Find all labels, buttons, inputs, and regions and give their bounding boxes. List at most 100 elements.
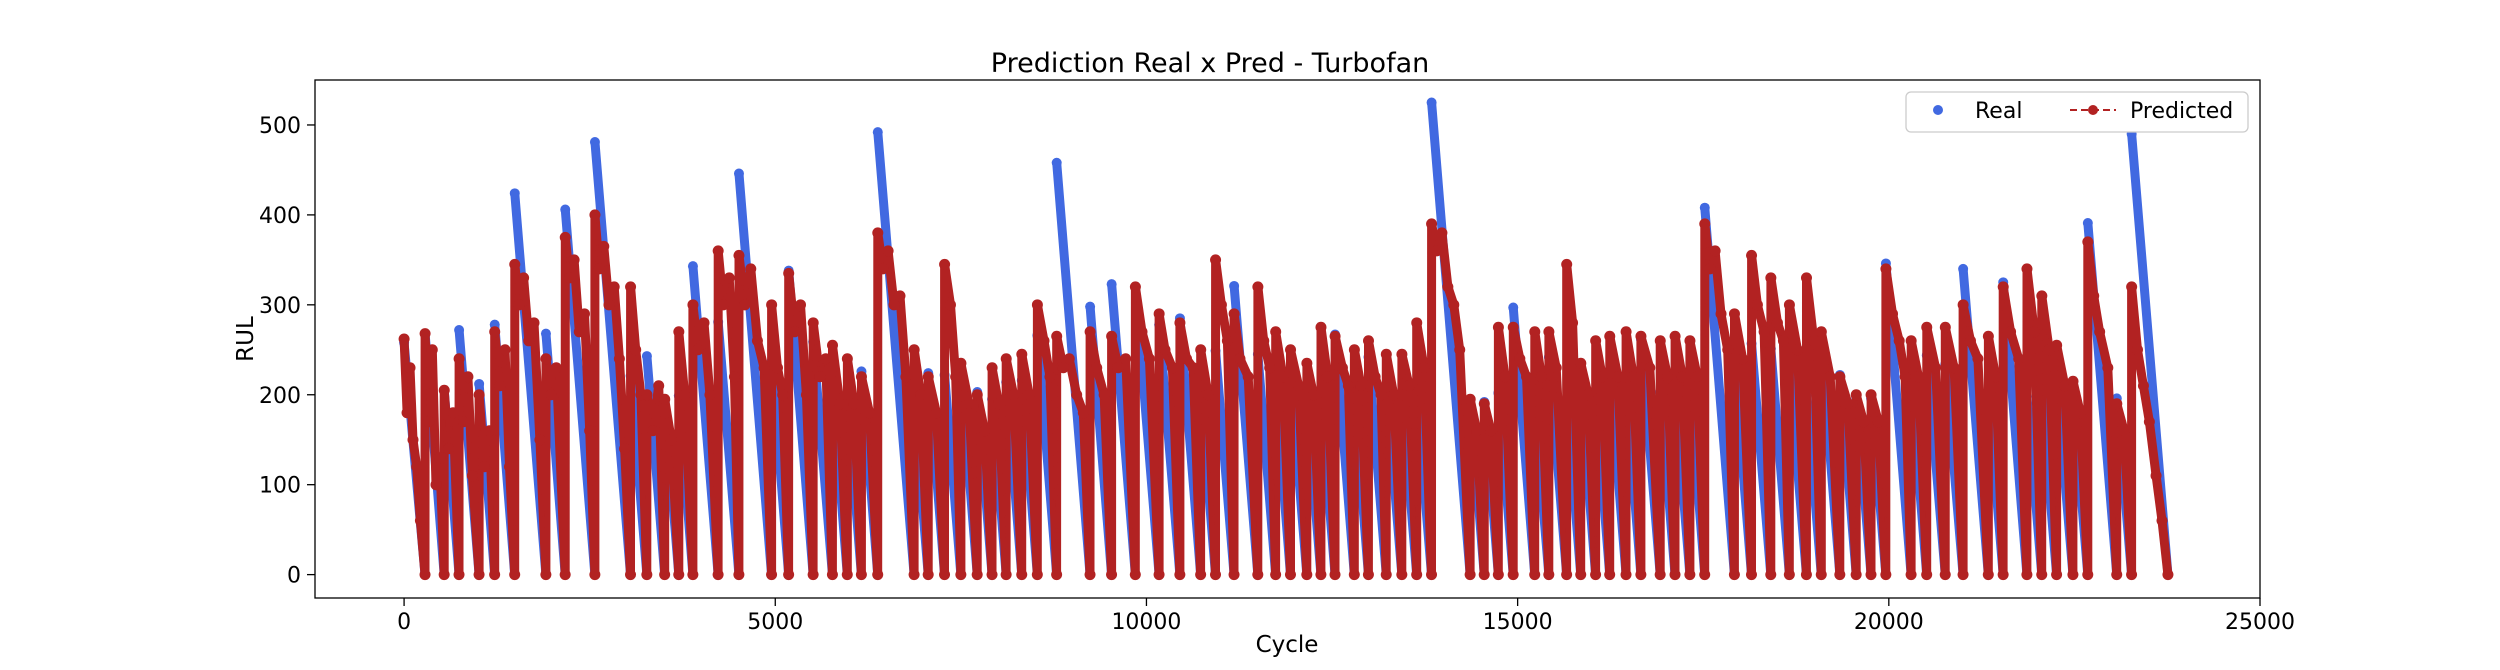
predicted-point xyxy=(589,569,601,581)
predicted-point xyxy=(1478,569,1490,581)
predicted-point xyxy=(2082,236,2094,248)
predicted-point xyxy=(1800,272,1812,284)
predicted-point xyxy=(1543,326,1555,338)
predicted-point xyxy=(1464,393,1476,405)
predicted-point xyxy=(971,389,983,401)
predicted-point xyxy=(745,263,757,275)
predicted-point xyxy=(1893,335,1905,347)
plot-frame xyxy=(314,79,2261,599)
predicted-point xyxy=(1362,335,1374,347)
predicted-point xyxy=(1051,569,1063,581)
predicted-point xyxy=(423,416,435,428)
predicted-point xyxy=(1728,569,1740,581)
predicted-point xyxy=(1431,245,1443,257)
predicted-point xyxy=(1448,299,1460,311)
predicted-point xyxy=(908,344,920,356)
predicted-point xyxy=(766,299,778,311)
predicted-point xyxy=(979,425,991,437)
predicted-point xyxy=(2111,569,2123,581)
predicted-point xyxy=(1454,344,1466,356)
predicted-point xyxy=(2143,416,2155,428)
predicted-point xyxy=(717,299,729,311)
predicted-point xyxy=(1051,330,1063,342)
predicted-point xyxy=(1783,569,1795,581)
predicted-point xyxy=(2082,569,2094,581)
legend-label-predicted: Predicted xyxy=(2130,99,2233,124)
predicted-point xyxy=(404,362,416,374)
predicted-point xyxy=(1485,425,1497,437)
predicted-point xyxy=(783,267,795,279)
predicted-point xyxy=(939,258,951,270)
predicted-point xyxy=(1315,321,1327,333)
predicted-point xyxy=(789,326,801,338)
predicted-point xyxy=(1098,389,1110,401)
predicted-point xyxy=(1921,569,1933,581)
predicted-point xyxy=(1221,335,1233,347)
predicted-point xyxy=(513,299,525,311)
predicted-point xyxy=(619,443,631,455)
predicted-point xyxy=(872,569,884,581)
predicted-point xyxy=(1800,569,1812,581)
legend-marker-predicted xyxy=(2088,105,2098,115)
predicted-point xyxy=(434,452,446,464)
predicted-point xyxy=(504,461,515,473)
predicted-point xyxy=(1758,326,1770,338)
predicted-point xyxy=(466,470,478,482)
real-point xyxy=(687,261,698,272)
predicted-point xyxy=(1669,330,1681,342)
predicted-point xyxy=(1939,569,1951,581)
predicted-point xyxy=(687,299,699,311)
predicted-point xyxy=(2067,569,2079,581)
predicted-point xyxy=(1464,569,1476,581)
predicted-point xyxy=(1777,335,1789,347)
predicted-point xyxy=(568,254,580,266)
real-point xyxy=(509,188,520,199)
predicted-point xyxy=(723,272,735,284)
y-tick-label: 200 xyxy=(259,384,301,409)
predicted-point xyxy=(1129,281,1141,293)
predicted-point xyxy=(807,569,819,581)
predicted-point xyxy=(826,569,838,581)
predicted-point xyxy=(1411,569,1423,581)
x-tick-label: 10000 xyxy=(1111,610,1181,635)
predicted-point xyxy=(457,416,469,428)
predicted-point xyxy=(820,353,832,365)
predicted-point xyxy=(698,317,710,329)
predicted-point xyxy=(1301,569,1313,581)
predicted-point xyxy=(1792,344,1804,356)
predicted-point xyxy=(564,272,576,284)
predicted-point xyxy=(2126,281,2138,293)
predicted-point xyxy=(659,569,671,581)
predicted-point xyxy=(1293,380,1305,392)
predicted-point xyxy=(1031,569,1043,581)
predicted-point xyxy=(704,389,716,401)
predicted-point xyxy=(1905,335,1917,347)
predicted-point xyxy=(2111,398,2123,410)
predicted-point xyxy=(584,425,596,437)
real-point xyxy=(560,204,571,215)
predicted-point xyxy=(1181,353,1193,365)
predicted-point xyxy=(900,371,912,383)
predicted-point xyxy=(1418,362,1430,374)
predicted-point xyxy=(2074,407,2086,419)
predicted-point xyxy=(908,569,920,581)
predicted-point xyxy=(993,398,1005,410)
predicted-point xyxy=(2156,515,2168,527)
predicted-point xyxy=(1084,326,1096,338)
predicted-dashed-line xyxy=(403,214,2169,575)
predicted-point xyxy=(419,328,431,340)
predicted-point xyxy=(877,263,889,275)
predicted-point xyxy=(955,357,967,369)
predicted-point xyxy=(1604,330,1616,342)
predicted-point xyxy=(848,398,860,410)
predicted-point xyxy=(728,371,740,383)
predicted-point xyxy=(1783,299,1795,311)
predicted-point xyxy=(679,389,691,401)
predicted-point xyxy=(593,263,605,275)
predicted-point xyxy=(2067,375,2079,387)
predicted-point xyxy=(407,434,419,446)
predicted-point xyxy=(955,569,967,581)
real-point xyxy=(1958,263,1969,274)
y-axis-label: RUL xyxy=(233,316,259,362)
